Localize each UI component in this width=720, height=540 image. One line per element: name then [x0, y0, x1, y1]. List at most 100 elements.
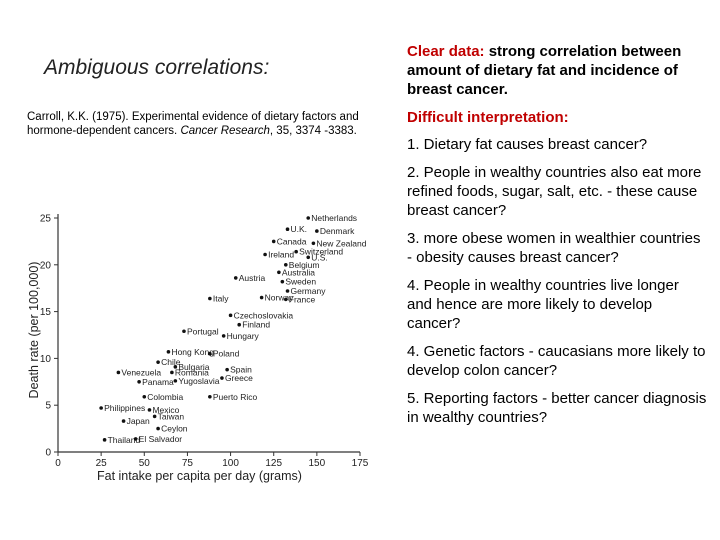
clear-data-text: strong correlation between amount of die…: [407, 43, 682, 98]
data-point-label: Thailand: [108, 435, 141, 445]
interpretation-item: 2. People in wealthy countries also eat …: [407, 164, 702, 219]
x-tick-label: 150: [309, 458, 326, 469]
data-point-label: Sweden: [285, 277, 316, 287]
data-point-label: Germany: [291, 286, 327, 296]
interpretation-item: 5. Reporting factors - better cancer dia…: [407, 390, 707, 426]
clear-data-label: Clear data:: [407, 43, 485, 60]
data-point: [283, 297, 288, 302]
x-tick-label: 100: [222, 458, 239, 469]
x-tick-label: 0: [55, 458, 61, 469]
interpretation-panel: Clear data: strong correlation between a…: [407, 42, 707, 436]
citation-volume: , 35, 3374 -3383.: [269, 125, 357, 137]
data-point: [208, 351, 212, 356]
data-point-label: New Zealand: [316, 238, 366, 248]
data-point-label: Norway: [265, 293, 295, 303]
data-point: [233, 276, 238, 280]
data-point: [208, 296, 212, 301]
citation-journal: Cancer Research: [180, 125, 270, 137]
data-point: [271, 239, 276, 244]
data-point: [311, 241, 316, 246]
data-point-label: Spain: [230, 365, 252, 375]
interpretation-item: 4. People in wealthy countries live long…: [407, 277, 679, 332]
interpretation-item: 1. Dietary fat causes breast cancer?: [407, 136, 648, 153]
x-tick-label: 75: [182, 458, 194, 469]
y-axis-label: Death rate (per 100,000): [27, 262, 41, 399]
data-point-label: Ireland: [268, 250, 294, 260]
data-point-label: Taiwan: [158, 411, 185, 421]
data-point: [280, 279, 285, 284]
data-point-label: U.K.: [291, 224, 308, 234]
data-point: [285, 227, 290, 232]
data-point: [228, 313, 233, 318]
data-point: [221, 334, 226, 338]
data-point: [315, 229, 319, 233]
data-point-label: Australia: [282, 267, 315, 277]
interpretation-item: 3. more obese women in wealthier countri…: [407, 230, 701, 266]
data-point-label: Belgium: [289, 260, 320, 270]
data-point: [225, 367, 229, 372]
data-point: [220, 376, 224, 380]
y-tick-label: 0: [45, 448, 51, 459]
data-point-label: Hong Kong: [171, 347, 214, 357]
data-point: [294, 249, 298, 254]
data-point-label: Canada: [277, 236, 307, 246]
data-point: [137, 380, 141, 384]
data-point-label: Romania: [175, 367, 209, 377]
data-point-label: Panama: [142, 377, 174, 387]
data-point-label: Puerto Rico: [213, 392, 258, 402]
data-point-label: Greece: [225, 373, 253, 383]
data-point: [259, 295, 264, 300]
data-point-label: Philippines: [104, 403, 145, 413]
data-point-label: Colombia: [147, 392, 183, 402]
data-point: [285, 289, 290, 293]
data-point: [133, 437, 138, 441]
data-point: [173, 365, 178, 369]
data-point: [170, 370, 174, 375]
difficult-interpretation-label: Difficult interpretation:: [407, 109, 569, 126]
clear-data-paragraph: Clear data: strong correlation between a…: [407, 42, 707, 99]
data-point-label: France: [289, 294, 316, 304]
data-point: [156, 426, 160, 431]
data-point: [121, 419, 126, 423]
data-point-label: El Salvador: [139, 434, 183, 444]
data-point: [102, 438, 107, 442]
x-tick-label: 175: [352, 458, 369, 469]
slide-title: Ambiguous correlations:: [44, 56, 270, 79]
data-point-label: Denmark: [320, 226, 355, 236]
data-point-label: Chile: [161, 357, 181, 367]
data-point: [152, 414, 157, 419]
data-point-label: Ceylon: [161, 424, 188, 434]
y-tick-label: 25: [40, 214, 52, 225]
x-axis-label: Fat intake per capita per day (grams): [97, 469, 302, 483]
data-point: [237, 322, 241, 327]
y-tick-label: 10: [40, 354, 52, 365]
chart-ticks: 0 25 50 75 100 125 150 175 0 5 10 15 20 25: [40, 214, 369, 470]
data-point: [173, 379, 178, 383]
data-point: [182, 329, 186, 334]
data-point-label: Hungary: [227, 331, 260, 341]
chart-axes: [57, 214, 360, 453]
data-point-label: Venezuela: [121, 367, 161, 377]
fat-vs-death-rate-chart: 0 25 50 75 100 125 150 175 0 5 10 15 20 25 Netherland…: [27, 213, 369, 483]
data-point-label: Austria: [239, 273, 266, 283]
data-point-label: Yugoslavia: [178, 376, 219, 386]
data-point-label: Japan: [127, 416, 150, 426]
data-point-label: Italy: [213, 293, 229, 303]
y-tick-label: 20: [40, 260, 52, 271]
x-tick-label: 125: [265, 458, 282, 469]
x-tick-label: 25: [96, 458, 108, 469]
data-point: [277, 270, 281, 275]
data-point: [99, 406, 103, 410]
data-point: [147, 408, 152, 412]
data-point: [263, 252, 267, 257]
citation-authors: Carroll, K.K. (1975). Experimental evide…: [27, 111, 359, 137]
data-point: [156, 360, 160, 364]
data-point: [166, 350, 171, 354]
data-point-label: Czechoslovakia: [234, 310, 294, 320]
y-tick-label: 15: [40, 307, 52, 318]
data-point: [142, 394, 147, 399]
data-point-label: Netherlands: [311, 213, 357, 223]
data-point-label: Finland: [242, 320, 270, 330]
data-point-label: U.S.: [311, 252, 328, 262]
